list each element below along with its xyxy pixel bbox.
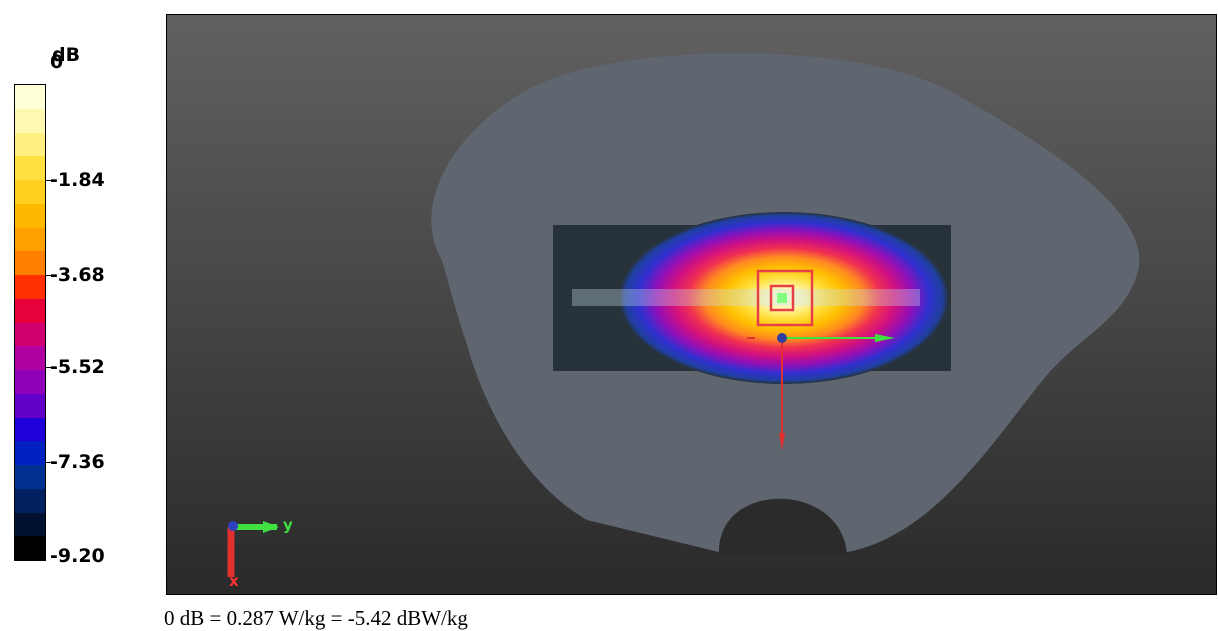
legend-tick-2: -3.68	[50, 264, 105, 286]
zoom-scan-marker-inner	[769, 284, 795, 312]
phantom-opening	[718, 498, 847, 555]
colorbar-segment-1	[15, 108, 45, 133]
legend-tick-mark	[46, 462, 52, 463]
colorbar-segment-16	[15, 465, 45, 489]
colorbar-segment-4	[15, 180, 45, 204]
zoom-scan-band	[572, 289, 920, 306]
colorbar-segment-14	[15, 417, 45, 442]
legend-tick-mark	[46, 180, 52, 181]
reference-value: 0 dB = 0.287 W/kg = -5.42 dBW/kg	[164, 606, 468, 630]
colorbar	[14, 84, 46, 561]
colorbar-segment-8	[15, 275, 45, 299]
legend-tick-1: -1.84	[50, 169, 105, 191]
colorbar-segment-10	[15, 322, 45, 347]
legend-unit: dB	[52, 44, 81, 66]
triad-y-label: y	[283, 516, 293, 534]
triad-y-arrow	[263, 521, 279, 533]
colorbar-segment-18	[15, 512, 45, 537]
colorbar-segment-5	[15, 203, 45, 228]
colorbar-segment-3	[15, 156, 45, 180]
colorbar-segment-2	[15, 132, 45, 157]
triad-x-label: x	[229, 572, 239, 590]
colorbar-segment-9	[15, 298, 45, 323]
legend-tick-mark	[46, 275, 52, 276]
legend-tick-0: 0	[50, 51, 64, 73]
origin-point	[777, 333, 787, 343]
sar-3d-viewport[interactable]: y x	[166, 14, 1217, 595]
color-legend: dB 0 -1.84 -3.68 -5.52 -7.36 -9.20	[0, 0, 160, 600]
colorbar-segment-13	[15, 393, 45, 418]
legend-tick-mark	[46, 367, 52, 368]
legend-tick-3: -5.52	[50, 356, 105, 378]
colorbar-segment-17	[15, 488, 45, 513]
colorbar-segment-15	[15, 441, 45, 465]
origin-y-arrow	[875, 334, 895, 342]
scene: y x	[227, 53, 1140, 590]
colorbar-segment-12	[15, 370, 45, 394]
legend-tick-4: -7.36	[50, 451, 105, 473]
colorbar-segment-19	[15, 536, 45, 560]
zoom-scan-marker-outer	[756, 269, 814, 327]
legend-tick-5: -9.20	[50, 545, 105, 567]
origin-x-arrow	[779, 433, 785, 451]
triad-origin	[228, 521, 238, 531]
colorbar-segment-0	[15, 85, 45, 109]
colorbar-segment-6	[15, 227, 45, 252]
peak-point	[777, 293, 787, 303]
colorbar-segment-7	[15, 251, 45, 275]
colorbar-segment-11	[15, 346, 45, 370]
